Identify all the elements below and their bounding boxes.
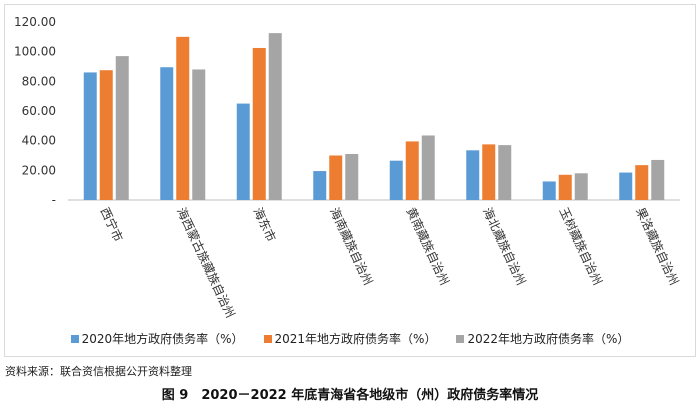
bar-3-6 — [498, 145, 512, 200]
y-tick-label: 40.00 — [22, 134, 56, 148]
bar-1-8 — [619, 172, 633, 200]
bar-2-7 — [558, 174, 572, 200]
y-tick-label: 80.00 — [22, 74, 56, 88]
bar-1-4 — [313, 171, 327, 200]
bar-2-6 — [482, 144, 496, 200]
x-tick-label: 黄南藏族自治州 — [404, 205, 453, 287]
x-tick-label: 海北藏族自治州 — [480, 205, 529, 287]
x-tick-label: 海东市 — [251, 205, 280, 244]
x-tick-label: 海南藏族自治州 — [327, 205, 376, 287]
x-tick-label: 果洛藏族自治州 — [633, 205, 682, 287]
figure-caption: 图 9 2020－2022 年底青海省各地级市（州）政府债务率情况 — [161, 388, 539, 403]
chart-legend: 2020年地方政府债务率（%） 2021年地方政府债务率（%） 2022年地方政府债… — [0, 330, 700, 347]
bar-2-8 — [635, 165, 649, 200]
bar-1-5 — [389, 160, 403, 200]
bar-1-1 — [83, 72, 97, 200]
y-tick-label: 60.00 — [22, 104, 56, 118]
legend-item-3: 2022年地方政府债务率（%） — [456, 330, 629, 347]
legend-label: 2020年地方政府债务率（%） — [81, 332, 244, 346]
legend-swatch — [70, 335, 79, 343]
y-tick-label: 20.00 — [22, 163, 56, 177]
bar-1-7 — [542, 181, 556, 200]
bar-3-3 — [268, 33, 282, 200]
y-tick-label: - — [52, 193, 56, 207]
bar-3-5 — [421, 135, 435, 200]
chart-frame — [4, 4, 696, 357]
bar-1-6 — [466, 150, 480, 200]
bar-3-2 — [192, 69, 206, 200]
bar-2-3 — [252, 47, 266, 201]
bar-3-1 — [115, 56, 129, 200]
legend-swatch — [263, 335, 272, 343]
bar-2-1 — [99, 70, 113, 200]
legend-item-1: 2020年地方政府债务率（%） — [70, 330, 244, 347]
y-tick-label: 120.00 — [14, 15, 56, 29]
bar-3-8 — [651, 159, 665, 200]
legend-label: 2021年地方政府债务率（%） — [274, 332, 437, 346]
bar-3-7 — [574, 173, 588, 200]
bar-2-5 — [405, 141, 419, 200]
x-tick-label: 玉树藏族自治州 — [557, 205, 606, 287]
bar-1-3 — [236, 103, 250, 200]
legend-label: 2022年地方政府债务率（%） — [467, 332, 630, 346]
legend-item-2: 2021年地方政府债务率（%） — [263, 330, 437, 347]
bar-chart: - 20.00 40.00 60.00 80.00 100.00 120.00 西宁市 海西蒙古… — [14, 15, 682, 320]
bar-2-2 — [176, 36, 190, 201]
source-note: 资料来源：联合资信根据公开资料整理 — [5, 365, 192, 378]
bar-1-2 — [160, 67, 174, 200]
bar-3-4 — [345, 154, 359, 200]
y-tick-label: 100.00 — [14, 45, 56, 59]
x-tick-label: 海西蒙古族藏族自治州 — [174, 205, 238, 320]
x-tick-label: 西宁市 — [98, 205, 127, 244]
legend-swatch — [456, 335, 465, 343]
bar-2-4 — [329, 155, 343, 200]
